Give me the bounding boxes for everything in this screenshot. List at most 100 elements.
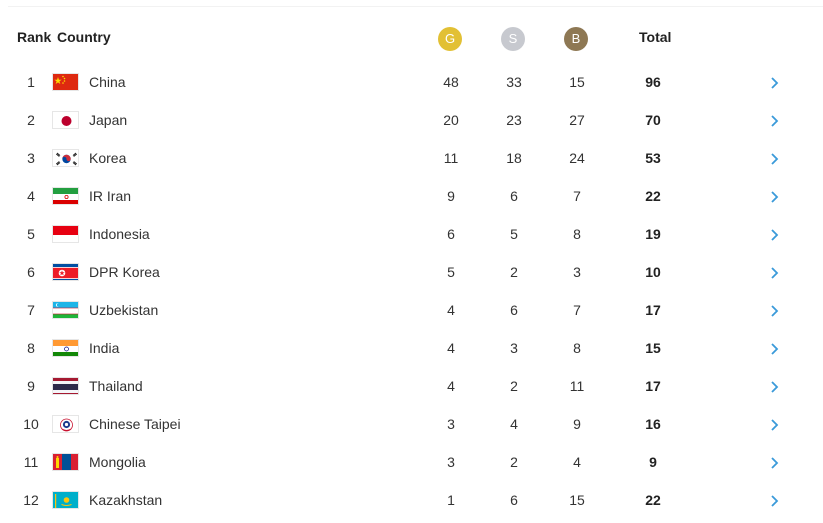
- gold-count: 48: [443, 74, 459, 90]
- rank-cell: 1: [27, 74, 35, 90]
- total-count: 22: [645, 188, 661, 204]
- japan-flag-icon: [52, 111, 79, 129]
- country-name: Japan: [89, 112, 128, 128]
- gold-count: 3: [447, 454, 455, 470]
- silver-count: 33: [506, 74, 522, 90]
- total-count: 9: [649, 454, 657, 470]
- bronze-count: 11: [569, 378, 585, 394]
- bronze-count: 15: [569, 492, 585, 508]
- silver-count: 5: [510, 226, 518, 242]
- table-row[interactable]: 8 India 4 3 8 15: [0, 329, 823, 367]
- chevron-right-icon[interactable]: [768, 113, 782, 129]
- rank-cell: 7: [27, 302, 35, 318]
- bronze-medal-icon: B: [564, 27, 588, 51]
- table-body: 1 China 48 33 15 96 2 Japan 20 23 27 70 …: [0, 63, 823, 519]
- silver-count: 4: [510, 416, 518, 432]
- table-row[interactable]: 6 DPR Korea 5 2 3 10: [0, 253, 823, 291]
- gold-count: 5: [447, 264, 455, 280]
- table-row[interactable]: 1 China 48 33 15 96: [0, 63, 823, 101]
- iran-flag-icon: [52, 187, 79, 205]
- chevron-right-icon[interactable]: [768, 189, 782, 205]
- chevron-right-icon[interactable]: [768, 151, 782, 167]
- table-row[interactable]: 12 Kazakhstan 1 6 15 22: [0, 481, 823, 519]
- top-divider: [8, 6, 823, 7]
- silver-count: 6: [510, 492, 518, 508]
- rank-header: Rank: [17, 29, 52, 45]
- chevron-right-icon[interactable]: [768, 417, 782, 433]
- table-row[interactable]: 10 Chinese Taipei 3 4 9 16: [0, 405, 823, 443]
- rank-cell: 4: [27, 188, 35, 204]
- chevron-right-icon[interactable]: [768, 455, 782, 471]
- total-count: 17: [645, 378, 661, 394]
- chinese-taipei-flag-icon: [52, 415, 79, 433]
- chevron-right-icon[interactable]: [768, 227, 782, 243]
- table-row[interactable]: 2 Japan 20 23 27 70: [0, 101, 823, 139]
- table-row[interactable]: 9 Thailand 4 2 11 17: [0, 367, 823, 405]
- thailand-flag-icon: [52, 377, 79, 395]
- rank-cell: 2: [27, 112, 35, 128]
- silver-count: 3: [510, 340, 518, 356]
- total-count: 53: [645, 150, 661, 166]
- bronze-count: 9: [573, 416, 581, 432]
- bronze-count: 3: [573, 264, 581, 280]
- country-name: Uzbekistan: [89, 302, 159, 318]
- gold-count: 4: [447, 378, 455, 394]
- country-name: China: [89, 74, 126, 90]
- chevron-right-icon[interactable]: [768, 265, 782, 281]
- total-header: Total: [639, 29, 672, 45]
- total-count: 19: [645, 226, 661, 242]
- rank-cell: 8: [27, 340, 35, 356]
- chevron-right-icon[interactable]: [768, 493, 782, 509]
- silver-count: 18: [506, 150, 522, 166]
- total-count: 22: [645, 492, 661, 508]
- china-flag-icon: [52, 73, 79, 91]
- bronze-count: 15: [569, 74, 585, 90]
- bronze-count: 27: [569, 112, 585, 128]
- rank-cell: 12: [23, 492, 39, 508]
- bronze-count: 8: [573, 226, 581, 242]
- country-name: IR Iran: [89, 188, 132, 204]
- chevron-right-icon[interactable]: [768, 379, 782, 395]
- table-row[interactable]: 4 IR Iran 9 6 7 22: [0, 177, 823, 215]
- country-name: Korea: [89, 150, 127, 166]
- silver-count: 2: [510, 378, 518, 394]
- uzbekistan-flag-icon: [52, 301, 79, 319]
- indonesia-flag-icon: [52, 225, 79, 243]
- silver-medal-icon: S: [501, 27, 525, 51]
- total-count: 16: [645, 416, 661, 432]
- total-count: 70: [645, 112, 661, 128]
- bronze-count: 7: [573, 302, 581, 318]
- india-flag-icon: [52, 339, 79, 357]
- table-row[interactable]: 7 Uzbekistan 4 6 7 17: [0, 291, 823, 329]
- country-name: DPR Korea: [89, 264, 160, 280]
- gold-count: 4: [447, 340, 455, 356]
- gold-count: 20: [443, 112, 459, 128]
- chevron-right-icon[interactable]: [768, 75, 782, 91]
- table-row[interactable]: 11 Mongolia 3 2 4 9: [0, 443, 823, 481]
- total-count: 15: [645, 340, 661, 356]
- country-name: Mongolia: [89, 454, 146, 470]
- table-row[interactable]: 5 Indonesia 6 5 8 19: [0, 215, 823, 253]
- total-count: 10: [645, 264, 661, 280]
- table-header: Rank Country G S B Total: [0, 20, 823, 58]
- rank-cell: 3: [27, 150, 35, 166]
- korea-flag-icon: [52, 149, 79, 167]
- bronze-count: 8: [573, 340, 581, 356]
- silver-count: 6: [510, 188, 518, 204]
- total-count: 96: [645, 74, 661, 90]
- chevron-right-icon[interactable]: [768, 341, 782, 357]
- rank-cell: 9: [27, 378, 35, 394]
- rank-cell: 11: [23, 454, 39, 470]
- gold-count: 9: [447, 188, 455, 204]
- table-row[interactable]: 3 Korea 11 18 24 53: [0, 139, 823, 177]
- silver-count: 2: [510, 454, 518, 470]
- rank-cell: 10: [23, 416, 39, 432]
- country-header: Country: [57, 29, 111, 45]
- bronze-count: 24: [569, 150, 585, 166]
- chevron-right-icon[interactable]: [768, 303, 782, 319]
- kazakhstan-flag-icon: [52, 491, 79, 509]
- gold-count: 4: [447, 302, 455, 318]
- dpr-korea-flag-icon: [52, 263, 79, 281]
- country-name: Indonesia: [89, 226, 150, 242]
